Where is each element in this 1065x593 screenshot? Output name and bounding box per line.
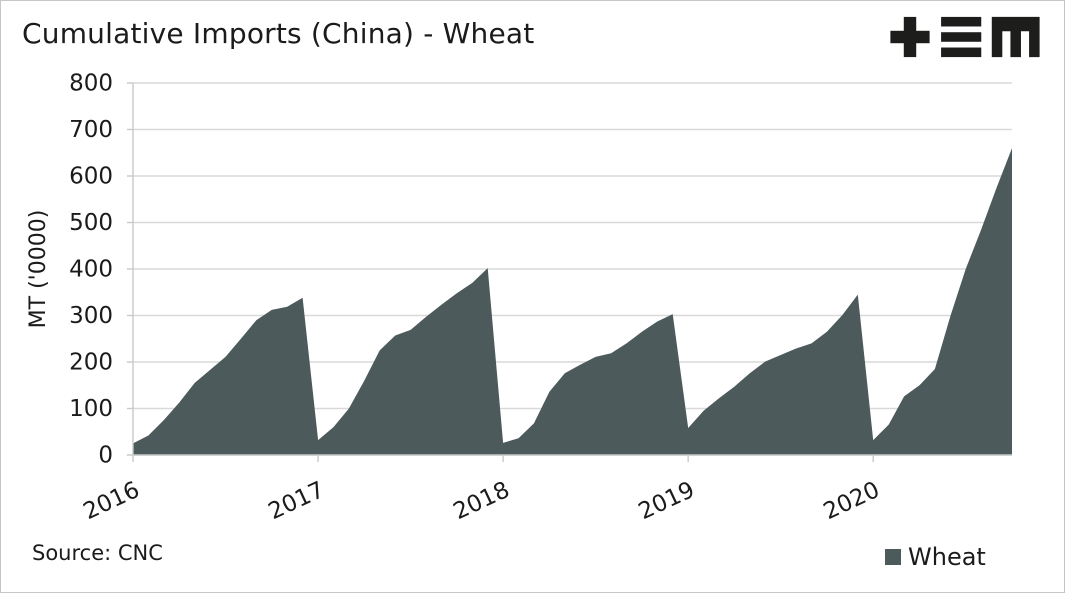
y-tick-label-500: 500 — [69, 210, 113, 236]
x-tick-label-2017: 2017 — [265, 477, 329, 525]
y-tick-label-600: 600 — [69, 164, 113, 190]
y-axis-title: MT ('0000) — [26, 210, 51, 329]
y-tick-label-800: 800 — [69, 71, 113, 97]
y-tick-label-100: 100 — [69, 396, 113, 422]
wheat-area-series — [133, 148, 1012, 455]
triple-bars-icon — [941, 16, 982, 58]
legend-label-wheat: Wheat — [908, 543, 986, 571]
x-tick-label-2016: 2016 — [79, 477, 143, 525]
y-tick-label-0: 0 — [98, 443, 113, 469]
y-tick-label-200: 200 — [69, 350, 113, 376]
y-tick-label-700: 700 — [69, 117, 113, 143]
plus-icon — [890, 16, 930, 58]
m-glyph-icon — [991, 16, 1040, 58]
y-tick-label-400: 400 — [69, 257, 113, 283]
legend-swatch-wheat — [885, 549, 901, 565]
x-tick-label-2018: 2018 — [450, 477, 514, 525]
source-note: Source: CNC — [32, 541, 163, 565]
chart-title: Cumulative Imports (China) - Wheat — [22, 17, 535, 50]
legend: Wheat — [885, 543, 986, 571]
x-tick-label-2020: 2020 — [820, 477, 884, 525]
plus-bars-m-logo — [890, 16, 1040, 58]
y-tick-label-300: 300 — [69, 303, 113, 329]
x-tick-label-2019: 2019 — [635, 477, 699, 525]
